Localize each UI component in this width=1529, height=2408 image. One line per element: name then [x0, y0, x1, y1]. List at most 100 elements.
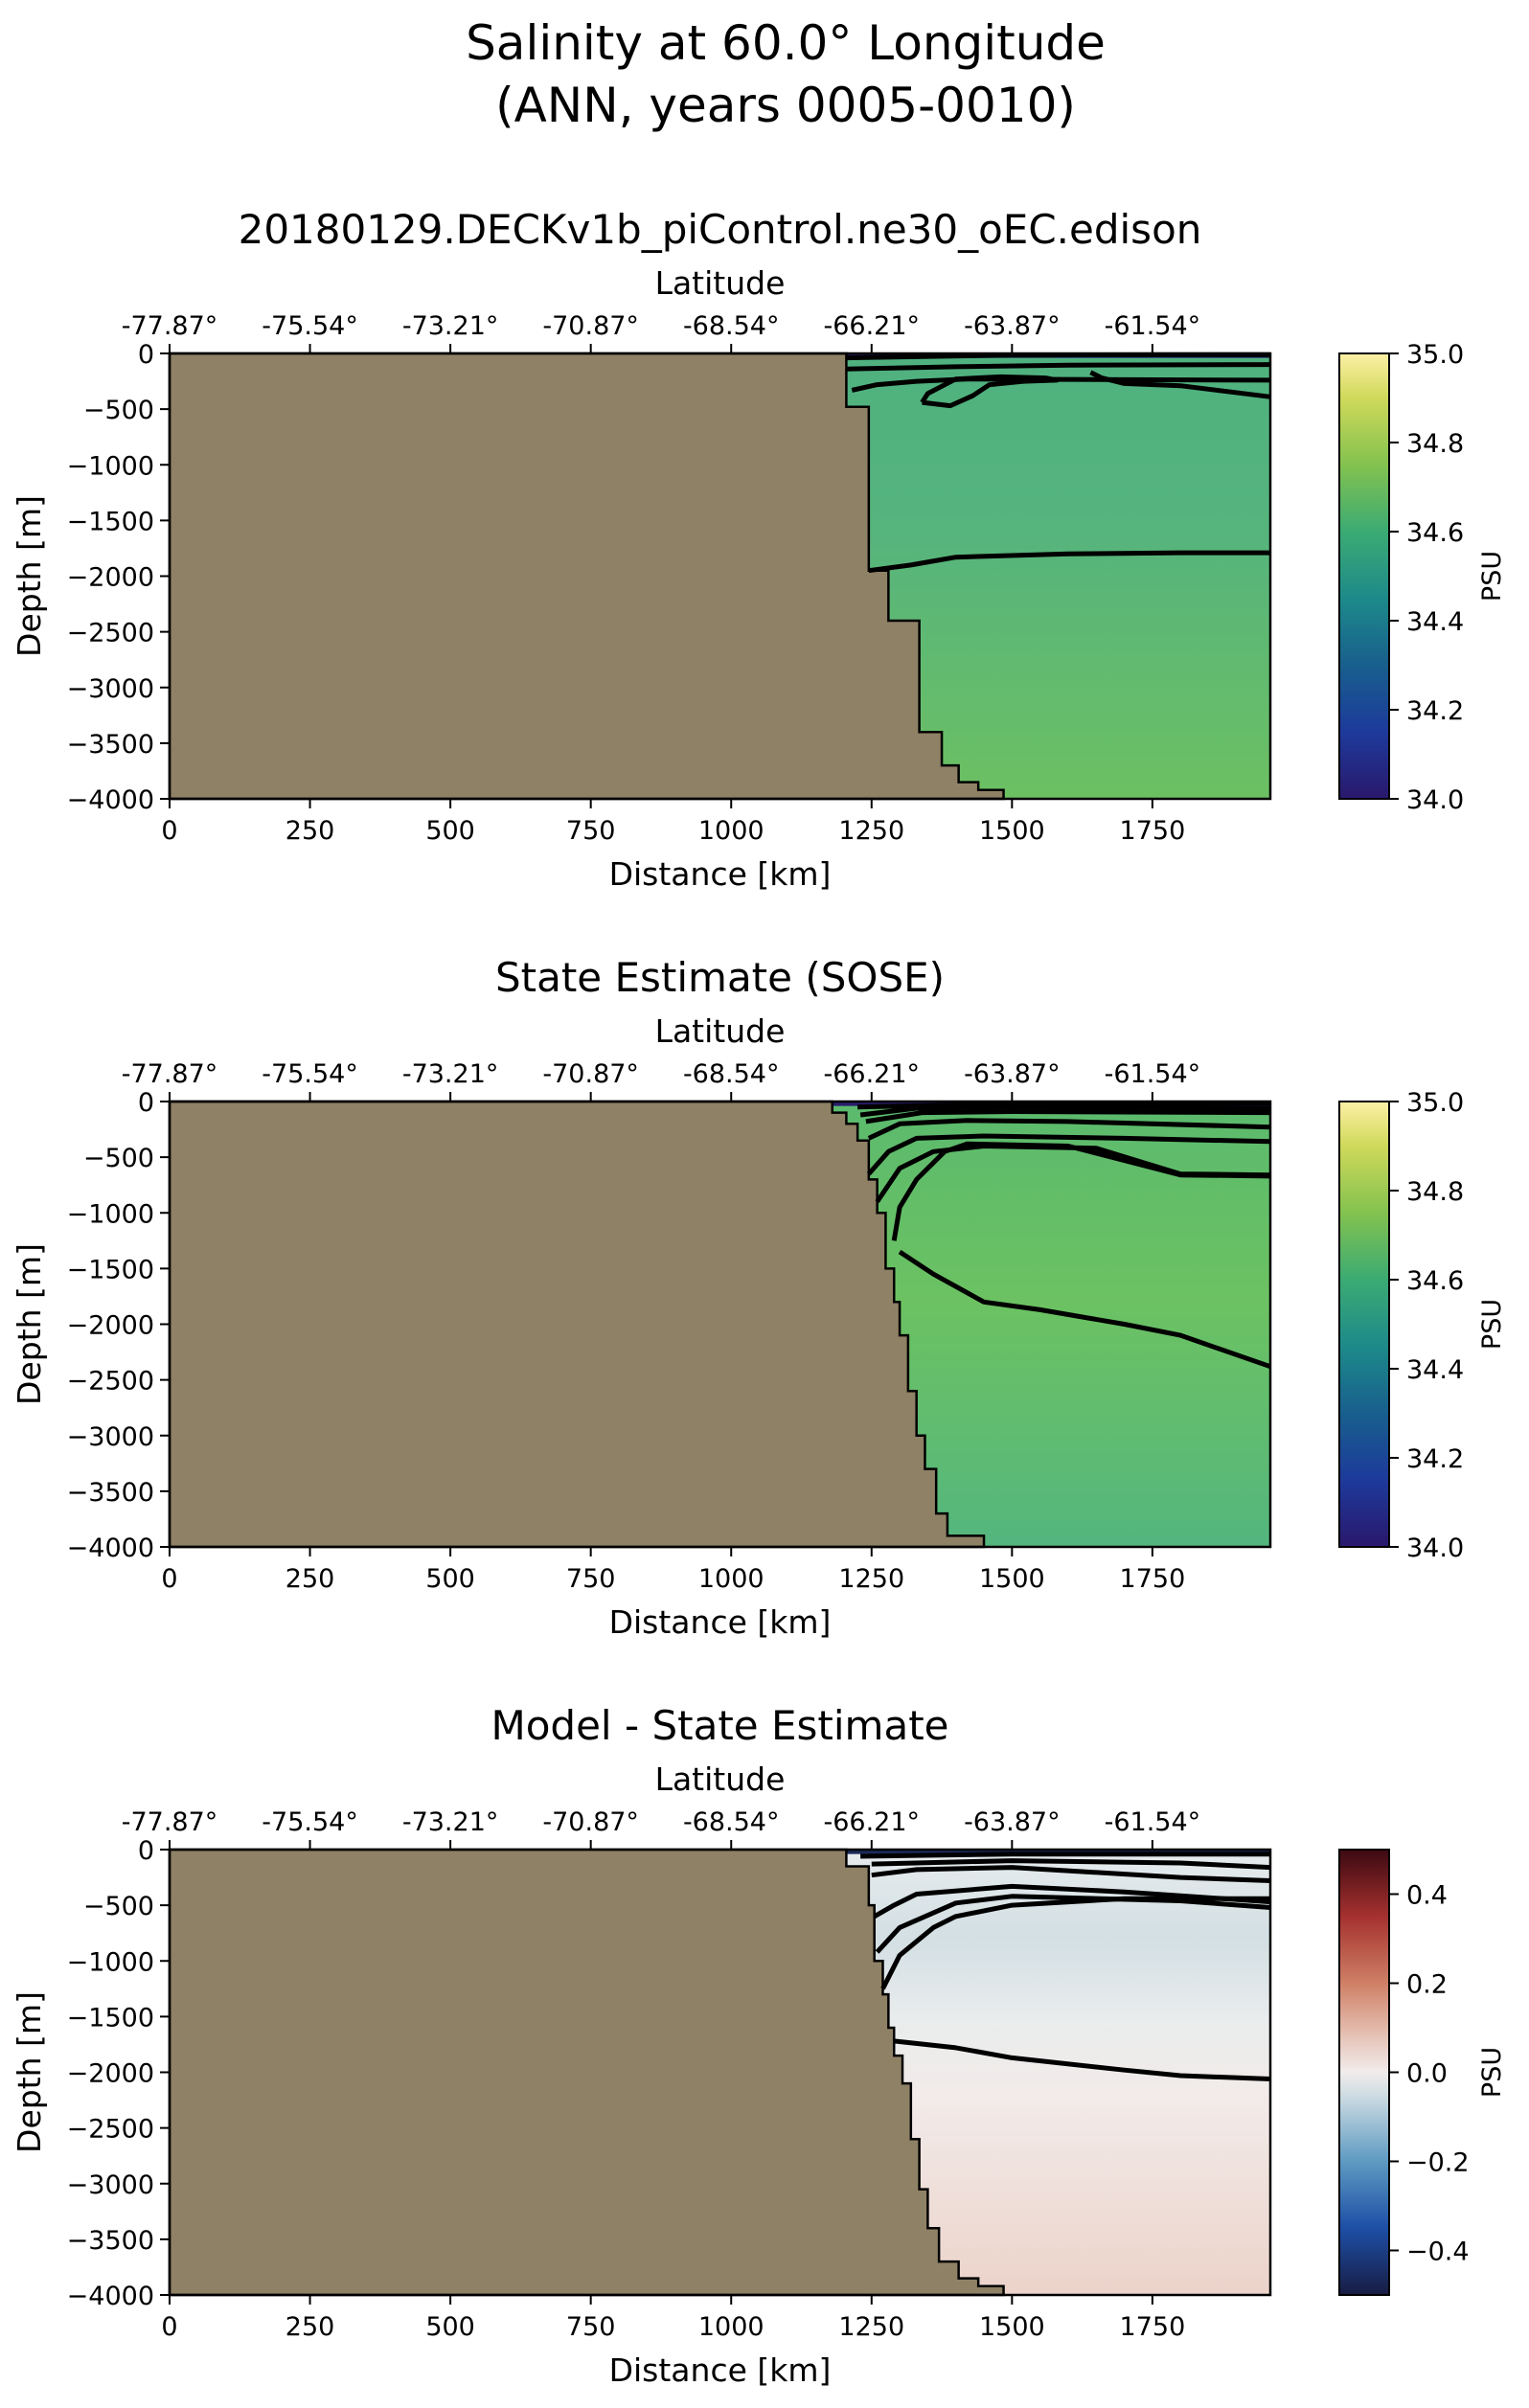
colorbar-tick-label: 34.0 — [1406, 1533, 1464, 1563]
x-tick-label: 1500 — [979, 1564, 1045, 1594]
x-tick-label: 750 — [566, 1564, 616, 1594]
contour-line-2 — [871, 1865, 1271, 1883]
top-tick-label: -70.87° — [542, 1059, 639, 1089]
y-tick-label: −3500 — [67, 730, 154, 760]
y-tick-label: −2000 — [67, 563, 154, 593]
top-tick-label: -75.54° — [262, 311, 358, 341]
top-tick-label: -77.87° — [122, 1807, 218, 1837]
contour-line-0 — [857, 1101, 1271, 1110]
panel-model: 20180129.DECKv1b_piControl.ne30_oEC.edis… — [11, 206, 1507, 893]
x-tick-label: 750 — [566, 2312, 616, 2342]
colorbar-label: PSU — [1477, 2047, 1507, 2098]
y-tick-label: −1000 — [67, 451, 154, 481]
top-tick-label: -73.21° — [402, 311, 499, 341]
contour-line-2 — [851, 376, 1271, 393]
colorbar-tick-label: 34.2 — [1406, 696, 1464, 726]
colorbar-tick-label: −0.4 — [1406, 2238, 1470, 2267]
contour-line-5 — [880, 1896, 1270, 1990]
x-tick-label: 1750 — [1120, 2312, 1186, 2342]
y-axis-label: Depth [m] — [11, 495, 48, 657]
x-axis-label: Distance [km] — [609, 1603, 832, 1641]
colorbar — [1338, 1101, 1390, 1548]
figure-title-line2: (ANN, years 0005-0010) — [495, 78, 1076, 133]
top-tick-label: -73.21° — [402, 1807, 499, 1837]
contour-line-4 — [1089, 370, 1271, 399]
top-tick-label: -68.54° — [683, 1059, 780, 1089]
colorbar-tick-label: 34.4 — [1406, 1355, 1464, 1385]
top-tick-label: -68.54° — [683, 311, 780, 341]
colorbar-tick-label: 34.6 — [1406, 1266, 1464, 1296]
y-tick-label: 0 — [138, 340, 154, 370]
land-mask — [168, 1100, 986, 1549]
x-tick-label: 1250 — [838, 1564, 904, 1594]
y-tick-label: −1500 — [67, 507, 154, 536]
top-axis-label: Latitude — [655, 1012, 786, 1050]
y-tick-label: −3000 — [67, 1422, 154, 1452]
colorbar-tick-label: 34.0 — [1406, 785, 1464, 815]
contour-line-1 — [846, 362, 1271, 372]
top-tick-label: -61.54° — [1105, 311, 1201, 341]
y-tick-label: 0 — [138, 1088, 154, 1118]
y-axis-label: Depth [m] — [11, 1243, 48, 1405]
contour-line-2 — [865, 1109, 1271, 1124]
y-tick-label: −3000 — [67, 674, 154, 704]
y-tick-label: 0 — [138, 1836, 154, 1866]
top-axis-label: Latitude — [655, 264, 786, 302]
panel-state-estimate: State Estimate (SOSE) Latitude 0 250 500 750 1… — [11, 954, 1507, 1641]
top-tick-label: -63.87° — [964, 311, 1061, 341]
colorbar — [1338, 352, 1390, 800]
contour-line-1 — [859, 1104, 1271, 1118]
colorbar-label: PSU — [1477, 1299, 1507, 1350]
y-tick-label: −4000 — [67, 1533, 154, 1563]
panel-difference: Model - State Estimate Latitude 0 250 500 750… — [11, 1702, 1507, 2389]
colorbar-tick-label: 34.2 — [1406, 1444, 1464, 1474]
x-tick-label: 1000 — [698, 816, 764, 846]
colorbar-label: PSU — [1477, 551, 1507, 602]
x-tick-label: 1500 — [979, 2312, 1045, 2342]
y-tick-label: −1000 — [67, 1947, 154, 1977]
y-tick-label: −4000 — [67, 2282, 154, 2311]
y-tick-label: −2500 — [67, 619, 154, 648]
top-tick-label: -77.87° — [122, 1059, 218, 1089]
contour-line-6 — [893, 2038, 1271, 2081]
land-mask — [168, 352, 1005, 801]
x-tick-label: 250 — [285, 816, 335, 846]
top-tick-label: -66.21° — [824, 311, 921, 341]
contour-line-3 — [920, 374, 1060, 409]
land-mask — [168, 1848, 1005, 2297]
top-tick-label: -61.54° — [1105, 1059, 1201, 1089]
colorbar-tick-label: 34.8 — [1406, 1177, 1464, 1207]
top-tick-label: -75.54° — [262, 1807, 358, 1837]
x-axis-label: Distance [km] — [609, 2351, 832, 2389]
y-tick-label: −2000 — [67, 2059, 154, 2089]
colorbar — [1338, 1849, 1390, 2296]
contour-line-3 — [873, 1883, 1271, 1919]
x-tick-label: 250 — [285, 2312, 335, 2342]
x-tick-label: 0 — [161, 1564, 177, 1594]
x-tick-label: 0 — [161, 2312, 177, 2342]
top-tick-label: -73.21° — [402, 1059, 499, 1089]
x-tick-label: 1000 — [698, 2312, 764, 2342]
top-tick-label: -66.21° — [824, 1059, 921, 1089]
x-tick-label: 1750 — [1120, 816, 1186, 846]
x-tick-label: 500 — [425, 816, 475, 846]
y-tick-label: −3000 — [67, 2170, 154, 2200]
top-tick-label: -63.87° — [964, 1059, 1061, 1089]
x-tick-label: 1250 — [838, 2312, 904, 2342]
contour-line-0 — [860, 1851, 1270, 1859]
x-tick-label: 0 — [161, 816, 177, 846]
x-tick-label: 500 — [425, 2312, 475, 2342]
y-tick-label: −1500 — [67, 1255, 154, 1284]
colorbar-tick-label: 35.0 — [1406, 1088, 1464, 1118]
y-axis-label: Depth [m] — [11, 1991, 48, 2153]
top-axis-label: Latitude — [655, 1761, 786, 1798]
top-tick-label: -63.87° — [964, 1807, 1061, 1837]
x-tick-label: 1250 — [838, 816, 904, 846]
top-tick-label: -77.87° — [122, 311, 218, 341]
top-tick-label: -75.54° — [262, 1059, 358, 1089]
top-tick-label: -61.54° — [1105, 1807, 1201, 1837]
x-tick-label: 750 — [566, 816, 616, 846]
colorbar-tick-label: 0.0 — [1406, 2059, 1448, 2089]
contour-line-4 — [875, 1894, 1271, 1954]
